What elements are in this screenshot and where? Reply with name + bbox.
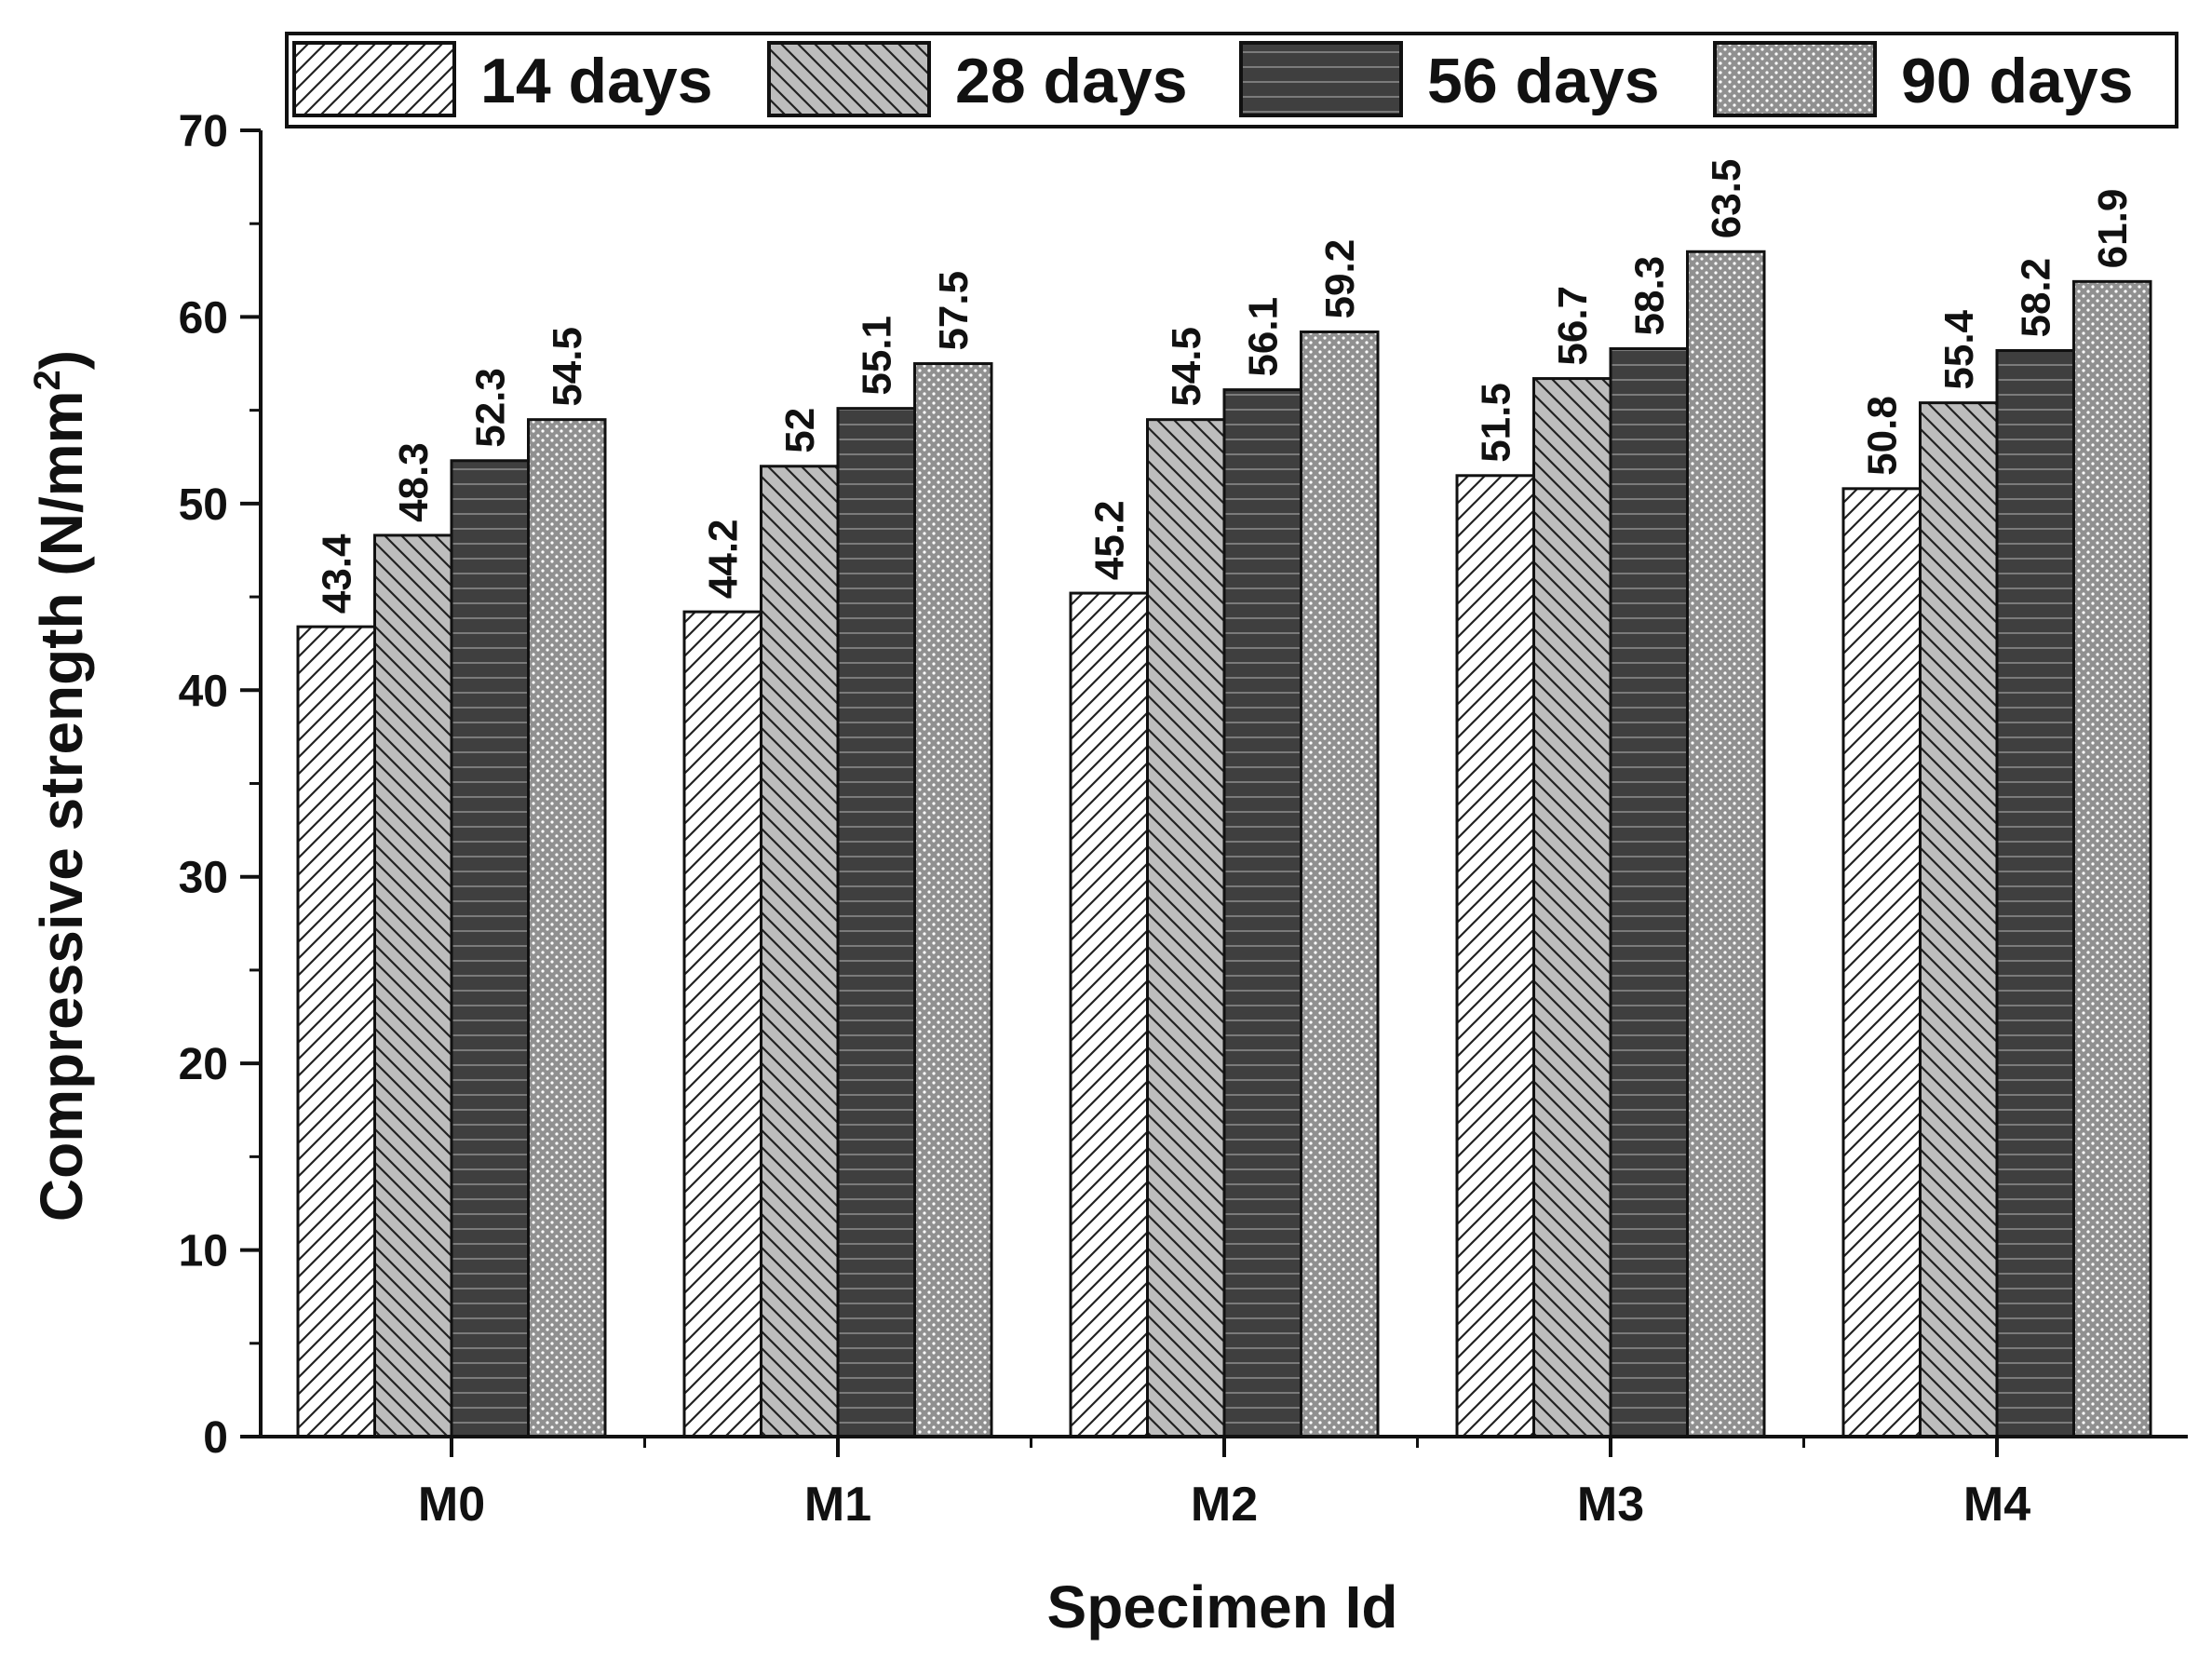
bar-m1-56-days xyxy=(836,407,916,1438)
y-tick-label-40: 40 xyxy=(179,667,228,716)
bar-m1-28-days xyxy=(760,465,840,1438)
bar-m2-28-days xyxy=(1146,418,1226,1438)
y-axis-title-superscript: 2 xyxy=(27,370,68,390)
x-tick-label-m0: M0 xyxy=(418,1478,485,1532)
data-label-m3-56-days: 58.3 xyxy=(1626,256,1672,336)
x-axis-title: Specimen Id xyxy=(1047,1573,1398,1641)
x-tick-label-m2: M2 xyxy=(1191,1478,1258,1532)
data-label-m1-28-days: 52 xyxy=(777,408,823,453)
data-label-m0-14-days: 43.4 xyxy=(314,533,359,614)
bar-m2-14-days xyxy=(1069,591,1149,1438)
data-label-m4-56-days: 58.2 xyxy=(2013,258,2058,338)
bar-m4-90-days xyxy=(2072,279,2152,1438)
data-label-m1-56-days: 55.1 xyxy=(854,316,899,396)
data-labels-layer: 43.4 48.3 52.3 54.5 44.2 52 55.1 57.5 45.2 54.5 56… xyxy=(314,159,2136,614)
bar-m0-14-days xyxy=(296,625,376,1438)
x-tick-label-m4: M4 xyxy=(1963,1478,2030,1532)
x-tick-label-m1: M1 xyxy=(804,1478,871,1532)
y-tick-label-70: 70 xyxy=(179,107,228,156)
bar-m3-14-days xyxy=(1455,474,1535,1438)
legend-swatch-90-days xyxy=(1713,41,1877,117)
data-label-m0-28-days: 48.3 xyxy=(391,442,437,522)
data-label-m1-14-days: 44.2 xyxy=(700,519,746,599)
y-tick-label-30: 30 xyxy=(179,854,228,903)
bar-m3-28-days xyxy=(1532,377,1612,1438)
data-label-m4-90-days: 61.9 xyxy=(2090,189,2136,269)
data-label-m1-90-days: 57.5 xyxy=(931,271,977,351)
bar-m0-56-days xyxy=(450,459,530,1438)
bar-m4-56-days xyxy=(1995,349,2075,1438)
legend: 14 days 28 days 56 days 90 days xyxy=(285,32,2178,128)
legend-swatch-14-days xyxy=(292,41,456,117)
data-label-m0-56-days: 52.3 xyxy=(467,368,513,448)
data-label-m2-14-days: 45.2 xyxy=(1086,500,1132,580)
y-tick-label-0: 0 xyxy=(203,1413,228,1463)
bar-m2-56-days xyxy=(1222,388,1302,1438)
x-tick-label-m3: M3 xyxy=(1577,1478,1644,1532)
bar-m3-56-days xyxy=(1609,347,1689,1438)
bar-m0-28-days xyxy=(373,533,453,1438)
legend-swatch-28-days xyxy=(767,41,931,117)
bar-m4-14-days xyxy=(1841,487,1922,1438)
bar-m4-28-days xyxy=(1919,401,1999,1438)
bars-layer xyxy=(296,250,2152,1438)
data-label-m4-28-days: 55.4 xyxy=(1936,309,1982,389)
data-label-m3-14-days: 51.5 xyxy=(1473,383,1518,463)
bar-m3-90-days xyxy=(1686,250,1766,1438)
bar-m0-90-days xyxy=(527,418,607,1438)
data-label-m2-56-days: 56.1 xyxy=(1240,297,1286,377)
axes-layer: 0 10 20 30 40 50 60 70 M0 M1 M2 M3 M4 xyxy=(179,107,2188,1532)
data-label-m2-90-days: 59.2 xyxy=(1317,239,1363,319)
data-label-m4-14-days: 50.8 xyxy=(1859,396,1905,476)
legend-swatch-56-days xyxy=(1239,41,1403,117)
legend-label-56-days: 56 days xyxy=(1427,46,1660,116)
data-label-m0-90-days: 54.5 xyxy=(545,327,590,407)
y-axis-title: Compressive strength (N/mm2) xyxy=(27,350,95,1222)
y-tick-label-50: 50 xyxy=(179,480,228,530)
legend-label-28-days: 28 days xyxy=(955,46,1188,116)
legend-label-14-days: 14 days xyxy=(480,46,713,116)
y-tick-label-60: 60 xyxy=(179,293,228,343)
y-axis-title-suffix: ) xyxy=(28,350,95,370)
y-tick-label-20: 20 xyxy=(179,1040,228,1089)
data-label-m3-90-days: 63.5 xyxy=(1704,159,1749,239)
bar-m2-90-days xyxy=(1300,330,1380,1438)
data-label-m3-28-days: 56.7 xyxy=(1550,286,1596,366)
bar-m1-14-days xyxy=(682,610,762,1438)
bar-m1-90-days xyxy=(913,362,993,1438)
data-label-m2-28-days: 54.5 xyxy=(1164,327,1209,407)
y-tick-label-10: 10 xyxy=(179,1227,228,1276)
y-axis-title-main: Compressive strength (N/mm xyxy=(28,390,95,1222)
legend-label-90-days: 90 days xyxy=(1901,46,2134,116)
